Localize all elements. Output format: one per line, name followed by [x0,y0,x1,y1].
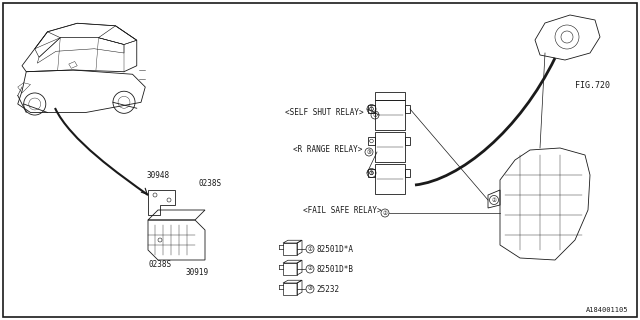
Bar [405,137,410,145]
Bar [368,105,375,113]
Text: ①: ① [372,113,378,117]
Bar [368,169,375,177]
Text: 30919: 30919 [185,268,208,277]
Bar [375,164,405,194]
Bar [375,100,405,130]
Text: ②: ② [308,267,312,271]
Text: <SELF SHUT RELAY>: <SELF SHUT RELAY> [285,108,364,117]
Text: A184001105: A184001105 [586,307,628,313]
Text: <FAIL SAFE RELAY>: <FAIL SAFE RELAY> [303,206,381,215]
Text: 0238S: 0238S [198,179,221,188]
Text: 0238S: 0238S [148,260,171,269]
Bar [405,105,410,113]
Text: ③: ③ [369,171,374,175]
Text: ③: ③ [367,149,371,155]
Bar [368,137,375,145]
Text: ②: ② [383,211,387,215]
Text: ②: ② [492,197,497,203]
Bar [405,169,410,177]
Text: ①: ① [369,107,374,111]
Text: 82501D*B: 82501D*B [316,265,353,274]
Text: ①: ① [308,246,312,252]
Bar [375,132,405,162]
Bar [375,92,405,100]
Text: ③: ③ [308,286,312,292]
Text: 25232: 25232 [316,284,339,293]
Text: <R RANGE RELAY>: <R RANGE RELAY> [293,145,362,154]
Text: FIG.720: FIG.720 [575,81,610,90]
Text: 82501D*A: 82501D*A [316,244,353,253]
Text: 30948: 30948 [147,171,170,180]
